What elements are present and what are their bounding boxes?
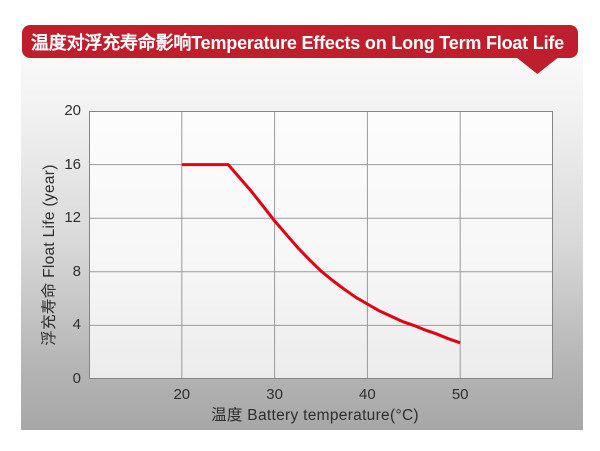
plot-area <box>89 111 553 379</box>
line-chart-svg <box>90 112 552 378</box>
float-life-vs-temperature-curve <box>181 163 461 345</box>
title-banner: 温度对浮充寿命影响Temperature Effects on Long Ter… <box>22 25 578 58</box>
x-axis-title: 温度 Battery temperature(°C) <box>211 407 419 424</box>
y-axis-title: 浮充寿命 Float Life (year) <box>41 164 58 346</box>
page-title: 温度对浮充寿命影响Temperature Effects on Long Ter… <box>31 32 564 53</box>
